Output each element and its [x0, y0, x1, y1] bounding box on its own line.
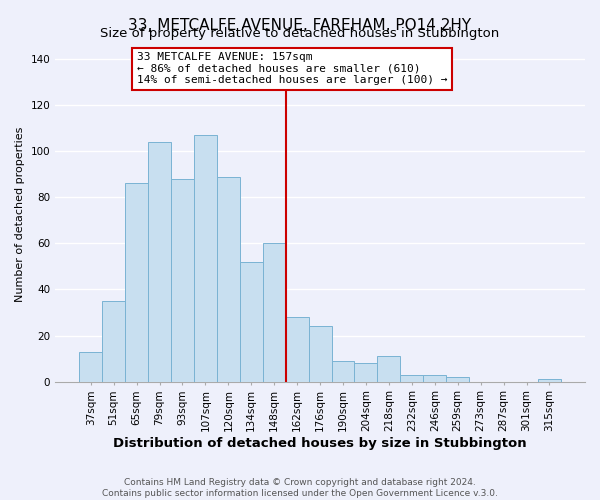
Bar — [194, 135, 217, 382]
Bar — [377, 356, 400, 382]
Bar — [240, 262, 263, 382]
X-axis label: Distribution of detached houses by size in Stubbington: Distribution of detached houses by size … — [113, 437, 527, 450]
Bar — [171, 179, 194, 382]
Bar — [125, 184, 148, 382]
Text: Contains HM Land Registry data © Crown copyright and database right 2024.
Contai: Contains HM Land Registry data © Crown c… — [102, 478, 498, 498]
Bar — [332, 361, 355, 382]
Bar — [102, 301, 125, 382]
Bar — [355, 363, 377, 382]
Bar — [79, 352, 102, 382]
Bar — [423, 375, 446, 382]
Bar — [446, 377, 469, 382]
Bar — [217, 176, 240, 382]
Text: Size of property relative to detached houses in Stubbington: Size of property relative to detached ho… — [100, 28, 500, 40]
Bar — [263, 244, 286, 382]
Bar — [286, 317, 308, 382]
Y-axis label: Number of detached properties: Number of detached properties — [15, 127, 25, 302]
Bar — [148, 142, 171, 382]
Text: 33 METCALFE AVENUE: 157sqm
← 86% of detached houses are smaller (610)
14% of sem: 33 METCALFE AVENUE: 157sqm ← 86% of deta… — [137, 52, 447, 86]
Bar — [538, 380, 561, 382]
Bar — [400, 375, 423, 382]
Bar — [308, 326, 332, 382]
Text: 33, METCALFE AVENUE, FAREHAM, PO14 2HY: 33, METCALFE AVENUE, FAREHAM, PO14 2HY — [128, 18, 472, 32]
